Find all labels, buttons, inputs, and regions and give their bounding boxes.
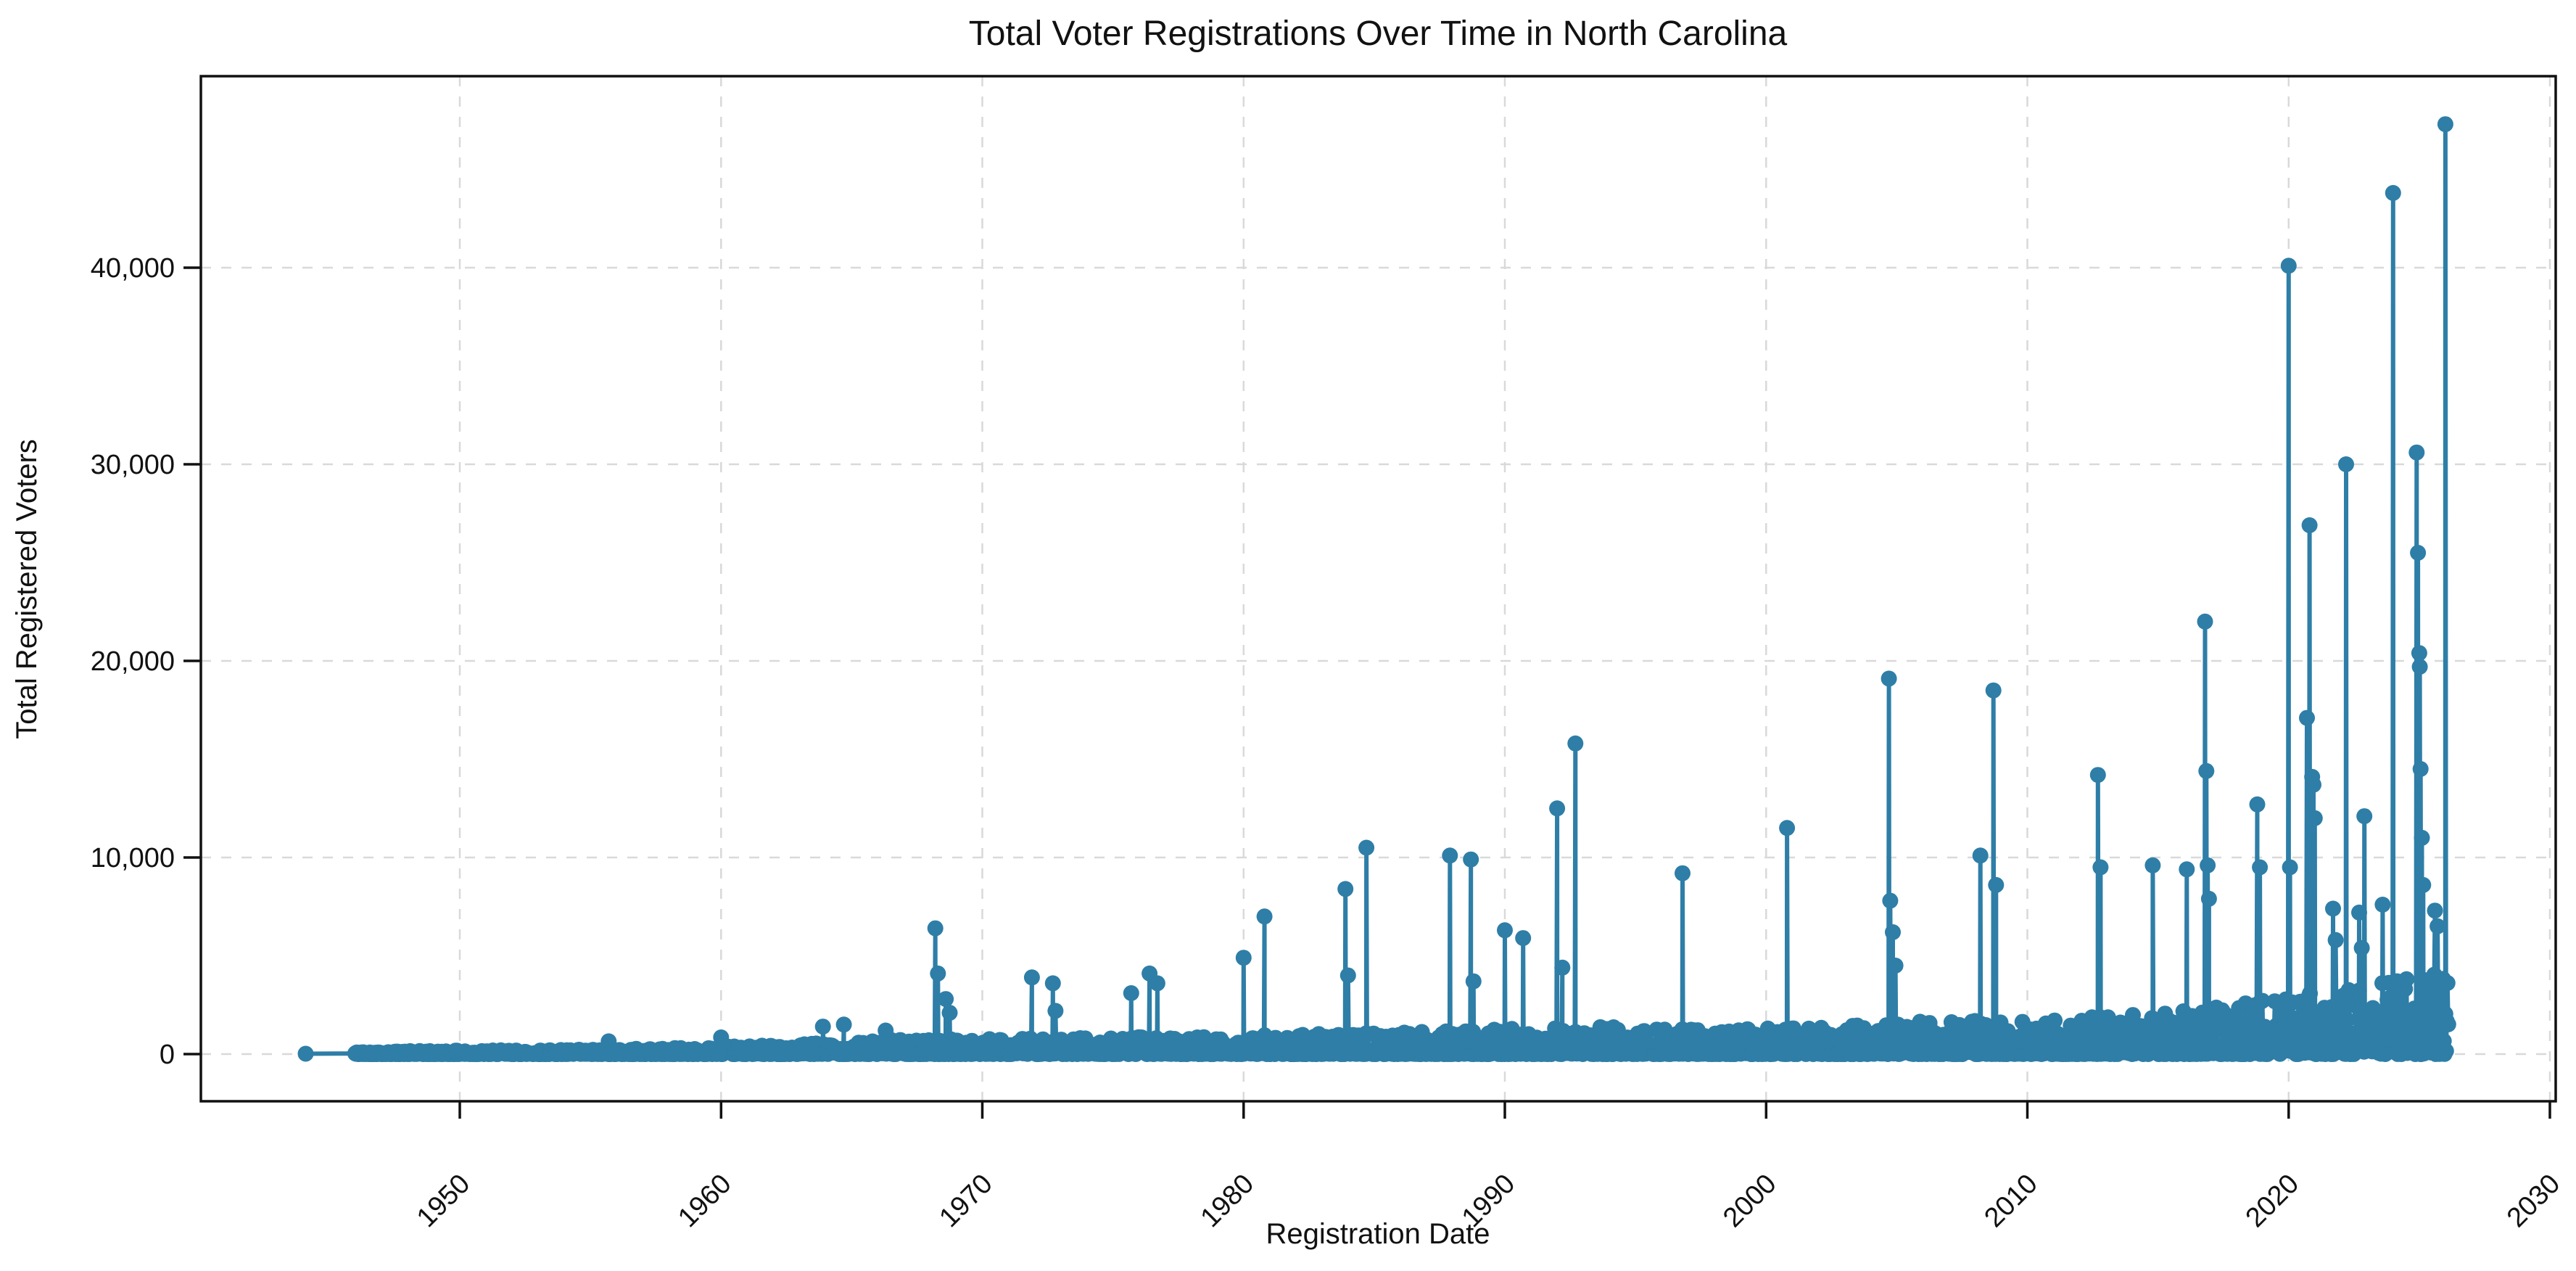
x-tick-label: 2020	[2240, 1169, 2305, 1233]
grid-lines	[201, 76, 2556, 1101]
x-tick-label: 2000	[1717, 1169, 1782, 1233]
registrations-line	[305, 124, 2451, 1063]
registrations-markers	[297, 116, 2456, 1062]
data-series	[297, 116, 2456, 1063]
y-axis-label: Total Registered Voters	[11, 439, 43, 739]
x-tick-label: 1950	[411, 1169, 476, 1233]
y-tick-label: 20,000	[91, 646, 175, 677]
x-tick-label: 1970	[933, 1169, 998, 1233]
y-tick-label: 40,000	[91, 253, 175, 284]
x-tick-label: 1980	[1195, 1169, 1260, 1233]
x-tick-label: 2010	[1978, 1169, 2043, 1233]
y-tick-label: 0	[160, 1040, 175, 1070]
x-tick-label: 2030	[2501, 1169, 2566, 1233]
chart-title: Total Voter Registrations Over Time in N…	[969, 15, 1788, 53]
y-tick-label: 10,000	[91, 843, 175, 873]
x-tick-label: 1960	[672, 1169, 737, 1233]
plot-border	[199, 75, 2557, 1103]
x-axis-label: Registration Date	[1266, 1218, 1490, 1250]
y-tick-label: 30,000	[91, 450, 175, 480]
